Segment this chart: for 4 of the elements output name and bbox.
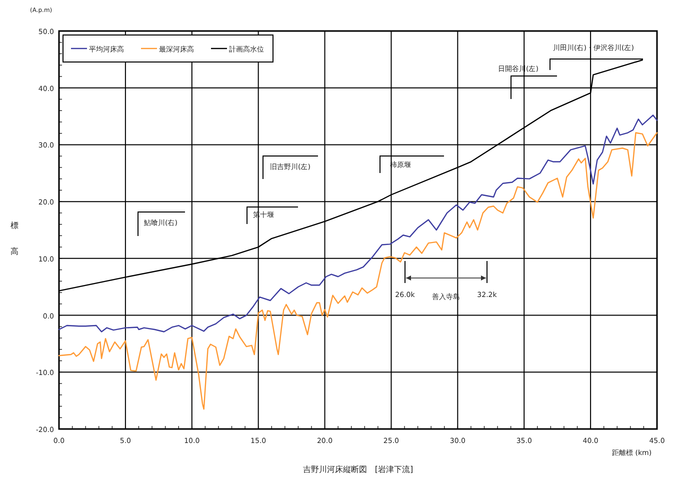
y-axis-title: 標高 bbox=[10, 214, 18, 266]
line-series bbox=[58, 132, 658, 410]
line-series bbox=[58, 114, 658, 332]
text: 吉野川河床縦断図 [岩津下流] bbox=[302, 465, 414, 474]
